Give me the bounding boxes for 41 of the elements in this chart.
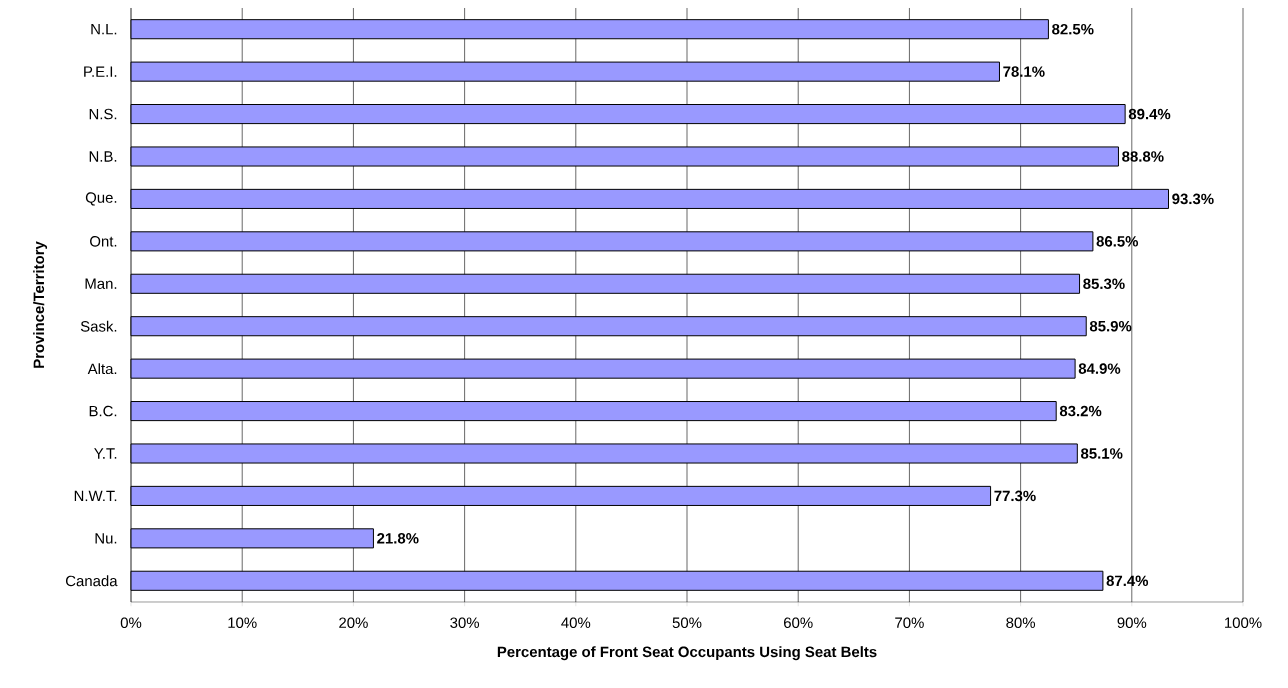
y-tick-label: Y.T. <box>94 448 117 459</box>
y-tick-label: Man. <box>85 278 117 289</box>
x-tick-label: 100% <box>1225 617 1262 628</box>
x-tick-label: 70% <box>895 617 924 628</box>
x-tick-label: 0% <box>120 617 142 628</box>
y-tick-label: N.B. <box>89 151 117 162</box>
y-tick-label: Canada <box>66 575 118 587</box>
y-tick-label: Alta. <box>87 363 117 375</box>
x-tick-label: 50% <box>672 617 702 628</box>
y-tick-label: Sask. <box>80 320 117 332</box>
data-label: 86.5% <box>1096 236 1139 247</box>
data-label: 83.2% <box>1059 405 1102 417</box>
x-tick-label: 80% <box>1006 617 1036 628</box>
x-axis-title: Percentage of Front Seat Occupants Using Seat Belts <box>497 646 877 661</box>
data-label: 85.1% <box>1080 448 1123 459</box>
data-label: 88.8% <box>1122 151 1164 162</box>
y-tick-label: Nu. <box>95 533 117 544</box>
y-tick-label: Ont. <box>90 236 117 247</box>
y-tick-label: N.S. <box>89 108 117 120</box>
y-tick-label: N.L. <box>91 24 117 35</box>
data-label: 77.3% <box>994 490 1036 502</box>
data-label: 85.3% <box>1083 278 1125 290</box>
data-label: 85.9% <box>1089 320 1132 332</box>
x-tick-label: 60% <box>784 617 813 628</box>
x-tick-label: 40% <box>561 617 591 628</box>
x-tick-label: 20% <box>339 617 368 628</box>
data-label: 84.9% <box>1078 363 1121 374</box>
data-label: 89.4% <box>1128 108 1171 120</box>
x-tick-label: 10% <box>228 617 257 628</box>
data-label: 87.4% <box>1106 575 1149 587</box>
x-tick-label: 90% <box>1117 617 1147 628</box>
y-tick-label: B.C. <box>89 405 117 417</box>
y-tick-label: P.E.I. <box>84 66 117 77</box>
y-tick-label: Que. <box>85 192 117 206</box>
y-tick-label: N.W.T. <box>74 490 117 502</box>
y-axis-title: Province/Territory <box>33 241 48 368</box>
x-tick-label: 30% <box>450 617 480 628</box>
data-label: 78.1% <box>1003 66 1045 77</box>
data-label: 93.3% <box>1172 193 1214 205</box>
data-label: 82.5% <box>1052 23 1094 35</box>
data-label: 21.8% <box>377 533 419 544</box>
